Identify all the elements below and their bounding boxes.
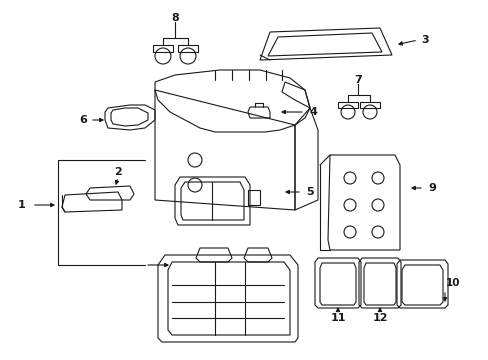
Text: 7: 7 [353, 75, 361, 85]
Text: 11: 11 [329, 313, 345, 323]
Text: 3: 3 [420, 35, 428, 45]
Text: 6: 6 [79, 115, 87, 125]
Text: 5: 5 [305, 187, 313, 197]
Text: 12: 12 [371, 313, 387, 323]
Text: 1: 1 [18, 200, 26, 210]
Text: 2: 2 [114, 167, 122, 177]
Text: 8: 8 [171, 13, 179, 23]
Text: 10: 10 [445, 278, 459, 288]
Text: 9: 9 [427, 183, 435, 193]
Text: 4: 4 [308, 107, 316, 117]
